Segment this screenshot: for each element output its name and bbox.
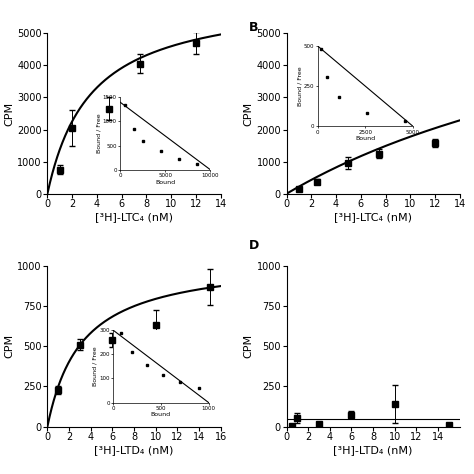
Text: B: B [249, 21, 258, 34]
Y-axis label: CPM: CPM [5, 334, 15, 358]
Y-axis label: CPM: CPM [4, 101, 14, 126]
X-axis label: [³H]-LTD₄ (nM): [³H]-LTD₄ (nM) [94, 445, 174, 455]
X-axis label: [³H]-LTC₄ (nM): [³H]-LTC₄ (nM) [95, 212, 173, 222]
X-axis label: [³H]-LTC₄ (nM): [³H]-LTC₄ (nM) [334, 212, 412, 222]
Y-axis label: CPM: CPM [244, 101, 254, 126]
X-axis label: [³H]-LTD₄ (nM): [³H]-LTD₄ (nM) [333, 445, 413, 455]
Text: D: D [248, 239, 259, 252]
Y-axis label: CPM: CPM [244, 334, 254, 358]
